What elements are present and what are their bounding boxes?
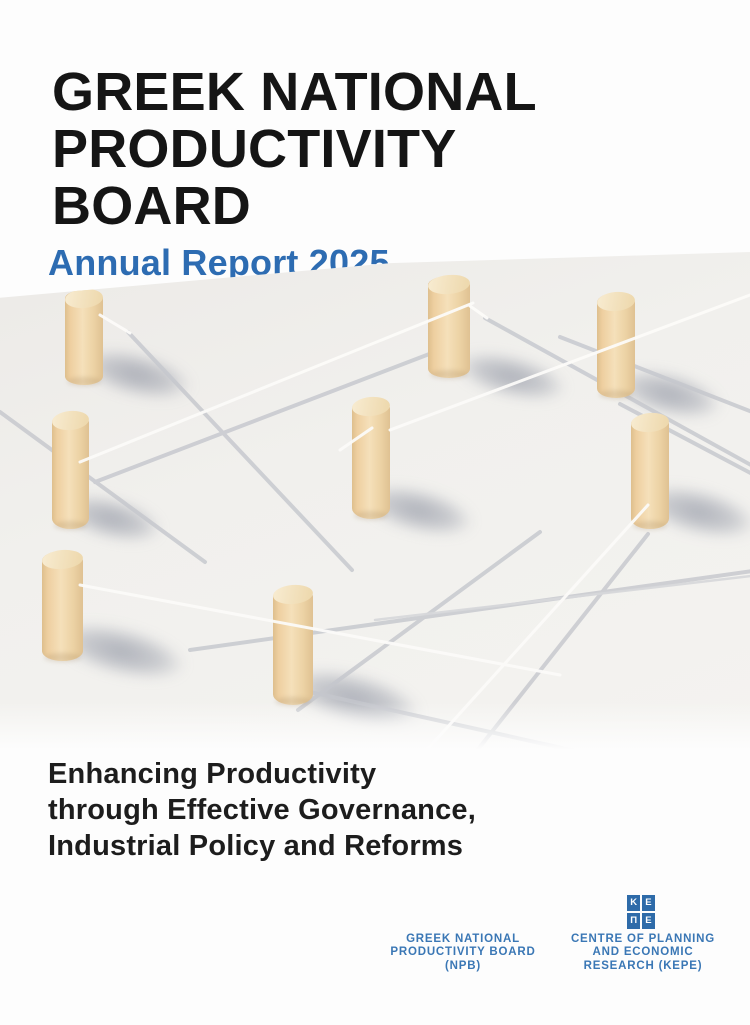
tagline-line-2: through Effective Governance, [48,794,476,826]
peg-cylinder [428,276,470,378]
kepe-logo: K E Π E [627,895,655,929]
npb-label-line-1: GREEK NATIONAL [406,933,520,945]
kepe-label-line-2: AND ECONOMIC [592,946,694,959]
tagline-line-1: Enhancing Productivity [48,758,377,790]
kepe-label-line-3: RESEARCH (KEPE) [583,959,703,972]
kepe-logo-letter: E [641,895,655,912]
peg-cylinder [273,586,313,705]
peg-cylinder [52,412,89,529]
kepe-label-line-1: CENTRE OF PLANNING [570,933,716,945]
peg-cylinder [42,551,83,661]
peg-network-illustration [0,252,750,760]
npb-org-label: GREEK NATIONAL PRODUCTIVITY BOARD (NPB) [380,933,546,973]
peg-cylinder [631,414,669,529]
illustration-bottom-fade [0,702,750,760]
npb-label-line-2: PRODUCTIVITY BOARD [390,946,536,959]
kepe-org-label: CENTRE OF PLANNING AND ECONOMIC RESEARCH… [558,933,728,973]
npb-label-line-3: (NPB) [445,959,481,972]
kepe-logo-letter: Π [627,912,641,929]
cover-title: GREEK NATIONAL PRODUCTIVITY BOARD [52,64,537,235]
peg-cylinder [65,290,103,385]
kepe-logo-letter: K [627,895,641,912]
kepe-logo-letter: E [641,912,655,929]
peg-cylinder [352,398,390,519]
cover-tagline: Enhancing Productivity through Effective… [48,756,476,864]
title-line-1: GREEK NATIONAL [52,62,537,122]
title-line-2: PRODUCTIVITY [52,119,457,179]
string-highlight-lines [78,293,750,754]
tagline-line-3: Industrial Policy and Reforms [48,830,464,862]
title-line-3: BOARD [52,176,251,236]
